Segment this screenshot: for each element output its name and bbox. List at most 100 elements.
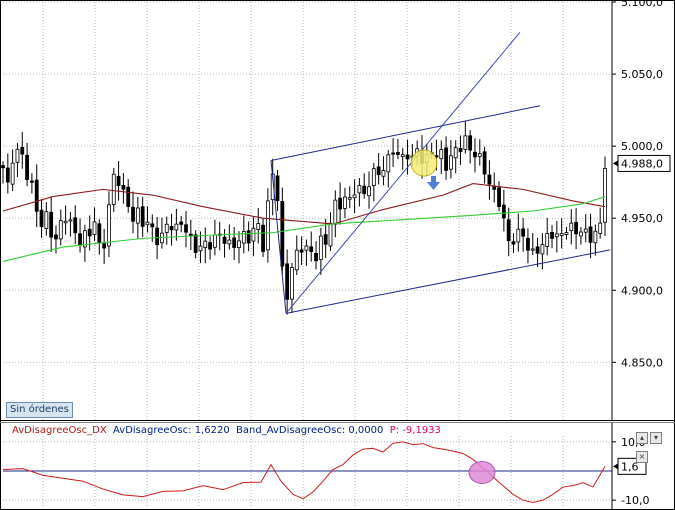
candle-body xyxy=(116,175,121,186)
candle-body xyxy=(545,233,550,247)
candle-body xyxy=(463,135,468,150)
osc-close-button[interactable]: × xyxy=(636,451,648,463)
candle-body xyxy=(29,180,34,183)
last-price-pointer xyxy=(613,160,618,167)
candle-body xyxy=(343,196,347,209)
candle-body xyxy=(10,162,15,185)
osc-y-tick-label: -10,0 xyxy=(621,494,649,507)
candle-body xyxy=(265,200,270,251)
channel-lower-line xyxy=(285,249,611,314)
candle-body xyxy=(516,228,521,243)
candle-body xyxy=(25,154,29,180)
candle-body xyxy=(583,228,588,233)
candle-body xyxy=(256,223,261,230)
candle-body xyxy=(362,185,367,195)
candle-body xyxy=(241,231,246,244)
sell-arrow-icon xyxy=(427,176,440,190)
candle-body xyxy=(97,223,102,244)
osc-last-value-label: 1,6 xyxy=(621,460,639,473)
osc-p-value: P: -9,1933 xyxy=(389,425,441,436)
osc-down-button[interactable]: ▾ xyxy=(650,432,662,444)
candle-body xyxy=(439,149,444,160)
osc-signal-circle xyxy=(468,460,496,484)
candle-body xyxy=(232,237,237,248)
osc-series-line xyxy=(2,441,606,504)
candle-body xyxy=(304,245,309,251)
candle-body xyxy=(564,232,569,235)
candle-body xyxy=(169,225,174,231)
candle-body xyxy=(208,242,212,250)
candle-body xyxy=(550,232,554,239)
osc-title: AvDisagreeOsc_DX AvDisagreeOsc: 1,6220 B… xyxy=(12,425,441,436)
candle-body xyxy=(203,240,208,248)
y-tick-label: 4.950,0 xyxy=(621,212,663,225)
candle-body xyxy=(521,228,526,237)
candle-body xyxy=(526,237,530,251)
candle-body xyxy=(54,234,58,240)
candle-body xyxy=(145,221,150,226)
order-status-button[interactable]: Sin órdenes xyxy=(6,402,73,418)
candle-body xyxy=(155,227,160,246)
last-price-label: 4.988,0 xyxy=(621,157,663,170)
candle-body xyxy=(126,186,131,207)
candle-body xyxy=(82,230,87,248)
candle-body xyxy=(501,204,506,219)
y-tick-label: 4.850,0 xyxy=(621,356,663,369)
candle-body xyxy=(535,246,540,254)
candle-body xyxy=(140,206,145,227)
candle-body xyxy=(309,246,314,252)
candle-body xyxy=(371,168,376,187)
candle-body xyxy=(338,197,343,210)
osc-value: AvDisagreeOsc: 1,6220 xyxy=(113,425,230,436)
candle-body xyxy=(246,230,251,244)
candle-body xyxy=(376,166,381,176)
moving-average-green xyxy=(2,196,606,262)
candle-body xyxy=(121,185,126,190)
candle-body xyxy=(588,226,593,243)
candle-body xyxy=(184,224,188,233)
osc-lines xyxy=(2,441,612,504)
candle-body xyxy=(290,267,294,300)
candle-body xyxy=(391,152,395,155)
candle-body xyxy=(400,154,405,157)
candle-body xyxy=(213,234,217,248)
candle-body xyxy=(280,201,285,267)
osc-name: AvDisagreeOsc_DX xyxy=(12,425,107,436)
candle-body xyxy=(251,227,256,242)
price-axis: 5.100,0 5.050,0 5.000,0 4.950,0 4.900,0 4.850… xyxy=(612,0,671,369)
candle-body xyxy=(569,222,574,232)
candle-body xyxy=(598,222,603,234)
candle-body xyxy=(150,223,155,228)
candle-body xyxy=(381,170,386,177)
candle-body xyxy=(227,239,232,245)
candle-body xyxy=(333,199,338,225)
candle-body xyxy=(15,148,20,163)
osc-up-button[interactable]: ▴ xyxy=(636,432,648,444)
candle-body xyxy=(261,224,265,252)
y-tick-label: 4.900,0 xyxy=(621,284,663,297)
candle-body xyxy=(444,147,448,171)
candle-body xyxy=(511,241,516,245)
candle-body xyxy=(1,165,5,169)
candle-body xyxy=(39,209,44,227)
candle-body xyxy=(458,147,463,152)
candle-body xyxy=(63,220,68,224)
candle-body xyxy=(237,240,241,249)
candle-body xyxy=(574,222,579,235)
candle-body xyxy=(164,223,169,233)
candle-body xyxy=(473,151,477,158)
candle-body xyxy=(593,230,598,244)
candle-body xyxy=(487,174,492,185)
candle-body xyxy=(477,153,482,157)
candle-body xyxy=(357,185,362,194)
candle-body xyxy=(482,151,487,175)
signal-circle xyxy=(410,149,438,177)
candle-body xyxy=(554,233,559,238)
candle-body xyxy=(102,243,107,249)
candle-body xyxy=(497,187,501,207)
channel-upper-line xyxy=(270,105,541,162)
candle-body xyxy=(285,263,290,300)
y-tick-label: 5.100,0 xyxy=(621,0,663,9)
